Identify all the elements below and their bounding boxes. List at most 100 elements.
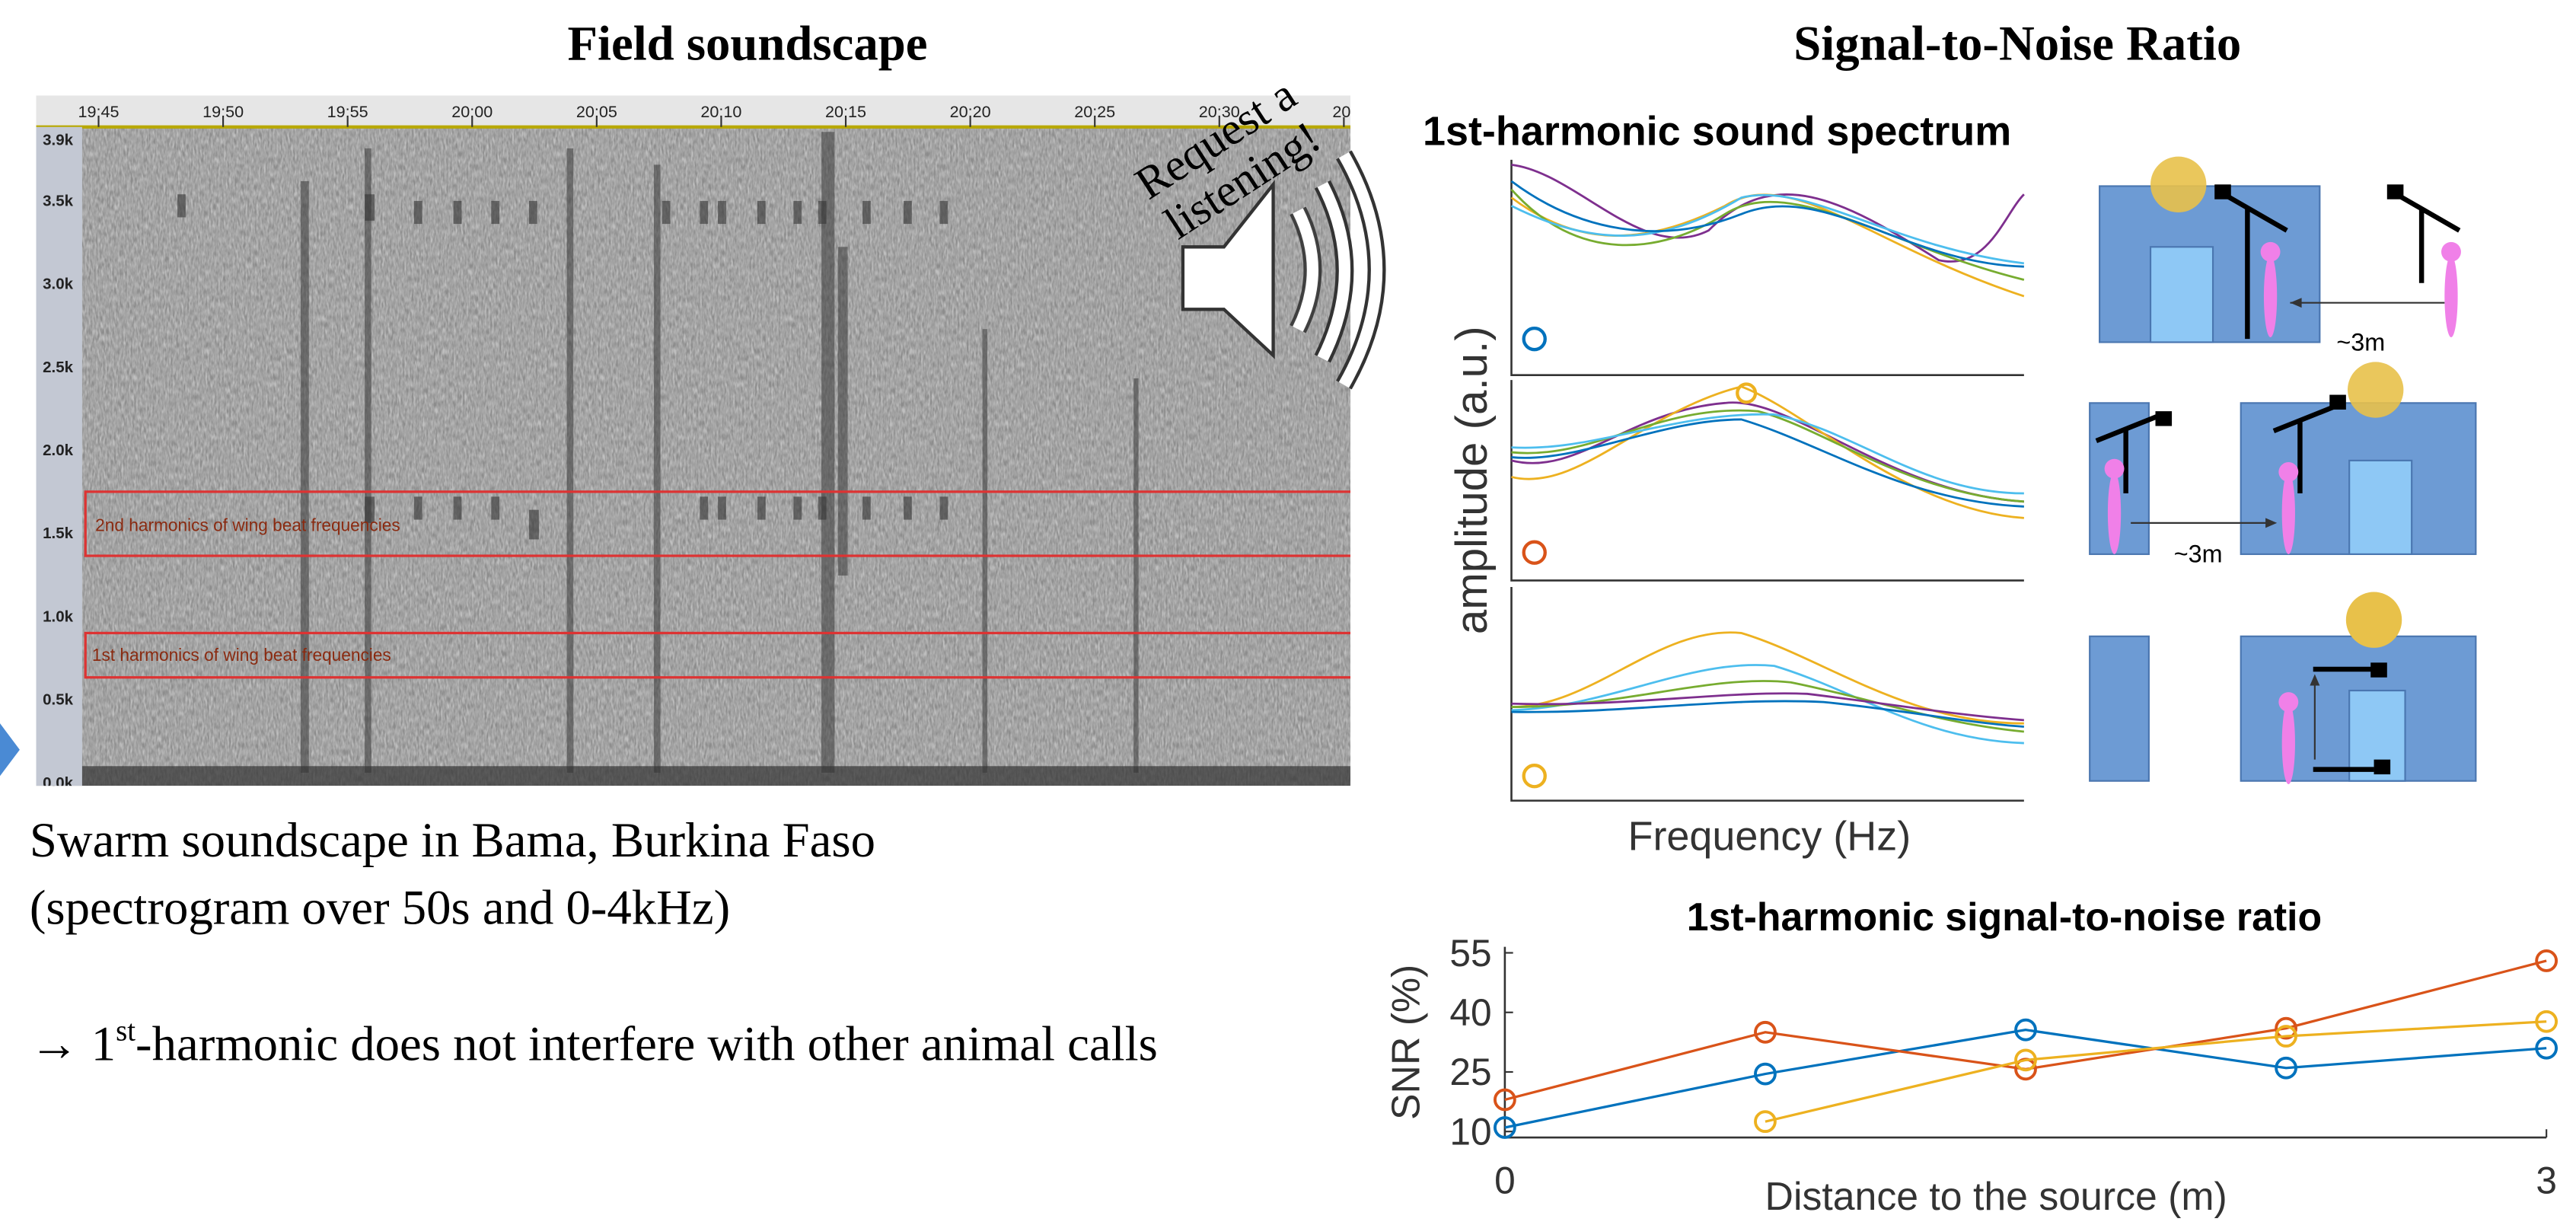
snr-point	[1754, 1062, 1777, 1086]
spectrum-curve	[1511, 413, 2024, 495]
edge-arrow	[0, 723, 20, 777]
spectrogram: 19:45 19:50 19:55 20:00 20:05 20:10 20:15 20:20…	[36, 95, 1355, 792]
snr-point	[1493, 1116, 1516, 1139]
freq-label: 1.0k	[43, 608, 73, 625]
time-ruler	[36, 95, 1351, 127]
freq-label: 3.5k	[43, 192, 73, 209]
band-box-1st	[84, 631, 1351, 679]
snr-point	[2535, 1010, 2558, 1033]
mosquito	[2281, 471, 2295, 554]
y-tick-label: 25	[1449, 1051, 1491, 1093]
caption-line: (spectrogram over 50s and 0-4kHz)	[30, 880, 730, 935]
time-label: 19:50	[202, 102, 244, 121]
spectrum-curve	[1511, 700, 2024, 728]
mosquito	[2281, 702, 2295, 785]
time-label: 20:	[1332, 102, 1355, 121]
mosquito-head	[2104, 458, 2125, 479]
spectrogram-harmonic-blobs	[177, 194, 948, 540]
snr-xlabel: Distance to the source (m)	[1765, 1174, 2227, 1218]
spectrum-curve	[1511, 692, 2024, 722]
snr-point	[1493, 1088, 1516, 1112]
time-label: 20:10	[700, 102, 741, 121]
band-label-1st: 1st harmonics of wing beat frequencies	[92, 645, 391, 665]
spectrum-curve	[1510, 193, 2025, 265]
freq-ruler	[36, 126, 82, 786]
snr-ylabel: SNR (%)	[1384, 965, 1428, 1120]
distance-label: ~3m	[2336, 328, 2385, 356]
x-tick-label: 3	[2536, 1159, 2557, 1201]
y-tick-label: 40	[1449, 991, 1491, 1034]
building	[2089, 635, 2150, 782]
snr-chart: 1st-harmonic signal-to-noise ratio SNR (…	[1384, 895, 2558, 1218]
freq-labels: 3.9k 3.5k 3.0k 2.5k 2.0k 1.5k 1.0k 0.5k 0.0k	[43, 132, 73, 792]
panel-marker	[1522, 540, 1547, 565]
time-label: 19:55	[327, 102, 368, 121]
caption-line: Swarm soundscape in Bama, Burkina Faso	[30, 813, 875, 868]
sound-wave-fill[interactable]	[1293, 208, 1318, 332]
snr-point	[2275, 1025, 2297, 1048]
distance-label: ~3m	[2174, 541, 2223, 568]
time-label: 20:25	[1074, 102, 1115, 121]
mosquito-head	[2278, 462, 2299, 482]
time-label: 20:30	[1199, 102, 1240, 121]
panel-marker	[1522, 764, 1547, 789]
spectrum-curve	[1511, 164, 2025, 263]
spectrum-curve	[1510, 193, 2025, 298]
spectrum-ylabel: amplitude (a.u.)	[1447, 326, 1497, 634]
mic	[2370, 662, 2387, 678]
mic	[2155, 411, 2173, 426]
right-title: Signal-to-Noise Ratio	[1793, 16, 2241, 71]
time-labels: 19:45 19:50 19:55 20:00 20:05 20:10 20:15 20:20…	[78, 102, 1355, 127]
snr-point	[1754, 1110, 1777, 1134]
snr-point	[2014, 1018, 2037, 1042]
left-title: Field soundscape	[567, 16, 927, 71]
speaker-ball	[2345, 592, 2402, 648]
snr-line	[1504, 1029, 2547, 1129]
mosquito-head	[2278, 692, 2299, 713]
snr-point	[2535, 1036, 2558, 1060]
spectrum-curves	[1510, 164, 2025, 745]
speaker-ball	[2348, 362, 2404, 418]
time-label: 20:15	[825, 102, 866, 121]
y-tick-label: 55	[1449, 932, 1491, 975]
panel-frame	[1510, 159, 2024, 376]
spectrum-curve	[1511, 418, 2024, 508]
setup-diagrams: ~3m ~3m	[2089, 156, 2477, 785]
freq-label: 0.0k	[43, 774, 73, 792]
sound-wave-fill[interactable]	[1338, 152, 1382, 388]
snr-point	[2535, 949, 2558, 972]
spectrogram-low-band	[36, 766, 1351, 786]
freq-label: 2.0k	[43, 442, 73, 459]
spectrum-curve	[1511, 664, 2024, 745]
mic	[2214, 184, 2231, 199]
mosquito	[2107, 471, 2122, 554]
spectrum-curve	[1511, 409, 2024, 503]
freq-label: 0.5k	[43, 691, 73, 709]
snr-line	[1765, 1020, 2547, 1123]
snr-point	[2275, 1016, 2297, 1040]
axes	[1503, 946, 2547, 1139]
mosquito	[2444, 255, 2458, 338]
panel-marker	[1522, 326, 1547, 352]
arrow-head	[2310, 674, 2320, 686]
mic-stand	[2313, 666, 2374, 772]
freq-label: 3.9k	[43, 132, 73, 149]
spectrum-title: 1st-harmonic sound spectrum	[1423, 109, 2011, 155]
mic-stand	[2220, 190, 2461, 340]
band-box-2nd	[84, 490, 1351, 557]
sound-wave-fill[interactable]	[1317, 181, 1351, 362]
spectrum-curve	[1510, 180, 2024, 268]
mosquito-head	[2260, 241, 2281, 262]
speaker-icon[interactable]	[1181, 180, 1275, 359]
mic	[2386, 184, 2404, 199]
band-label-2nd: 2nd harmonics of wing beat frequencies	[95, 515, 400, 535]
conclusion: → 1st-harmonic does not interfere with o…	[30, 1015, 1158, 1072]
snr-point	[1754, 1020, 1777, 1044]
spectrogram-calls	[300, 132, 1139, 773]
spectrum-curve	[1511, 631, 2024, 725]
mic	[2329, 394, 2346, 410]
spectrum-curve	[1511, 401, 2024, 503]
mosquito-head	[2441, 241, 2461, 262]
y-tick-label: 10	[1449, 1110, 1491, 1153]
